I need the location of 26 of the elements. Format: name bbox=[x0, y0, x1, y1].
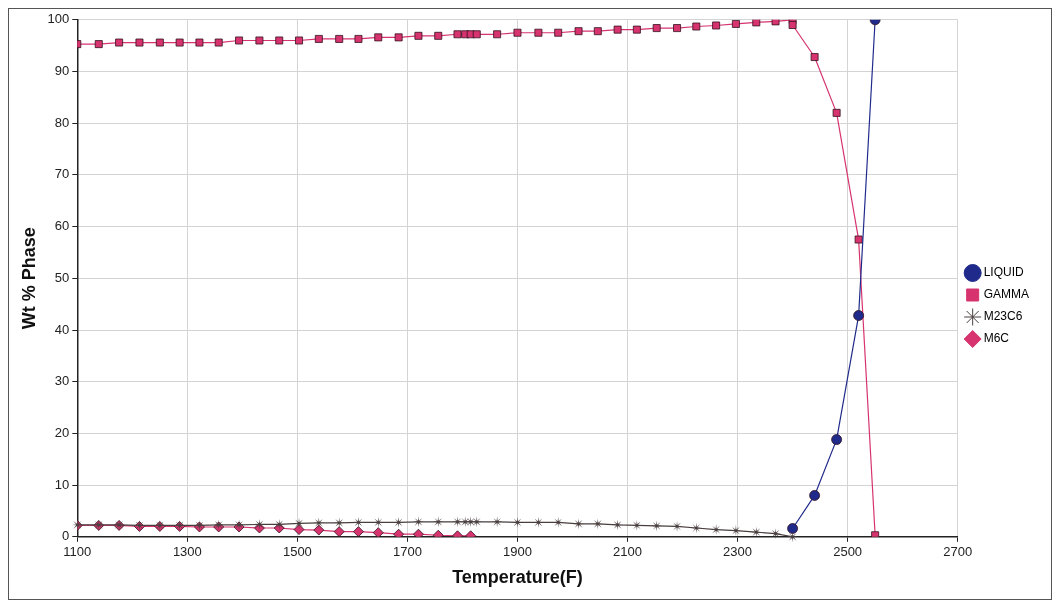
y-tick-label: 80 bbox=[54, 114, 70, 130]
x-tick-label: 1900 bbox=[503, 544, 532, 560]
y-tick-label: 90 bbox=[54, 63, 70, 79]
y-tick-label: 70 bbox=[54, 166, 70, 182]
x-tick-label: 1300 bbox=[172, 544, 202, 560]
y-tick-label: 30 bbox=[54, 373, 70, 389]
legend-label: LIQUID bbox=[983, 265, 1025, 280]
y-tick-label: 10 bbox=[54, 476, 70, 492]
x-tick-label: 1100 bbox=[63, 544, 92, 560]
x-tick-label: 1500 bbox=[282, 544, 312, 560]
x-tick-label: 2300 bbox=[723, 544, 753, 560]
x-tick-label: 2500 bbox=[833, 544, 863, 560]
y-tick-label: 0 bbox=[62, 528, 70, 544]
x-tick-label: 2700 bbox=[943, 544, 973, 560]
legend-label: GAMMA bbox=[983, 287, 1030, 302]
y-axis-title: Wt % Phase bbox=[18, 227, 39, 330]
y-tick-label: 40 bbox=[54, 321, 70, 337]
y-tick-label: 100 bbox=[47, 11, 70, 27]
legend-label: M23C6 bbox=[983, 309, 1023, 324]
x-axis-title: Temperature(F) bbox=[452, 567, 583, 588]
y-tick-label: 50 bbox=[54, 269, 70, 285]
x-tick-label: 2100 bbox=[613, 544, 642, 560]
y-tick-label: 60 bbox=[54, 218, 70, 234]
x-tick-label: 1700 bbox=[392, 544, 422, 560]
legend-label: M6C bbox=[983, 331, 1010, 346]
y-tick-label: 20 bbox=[54, 424, 70, 440]
